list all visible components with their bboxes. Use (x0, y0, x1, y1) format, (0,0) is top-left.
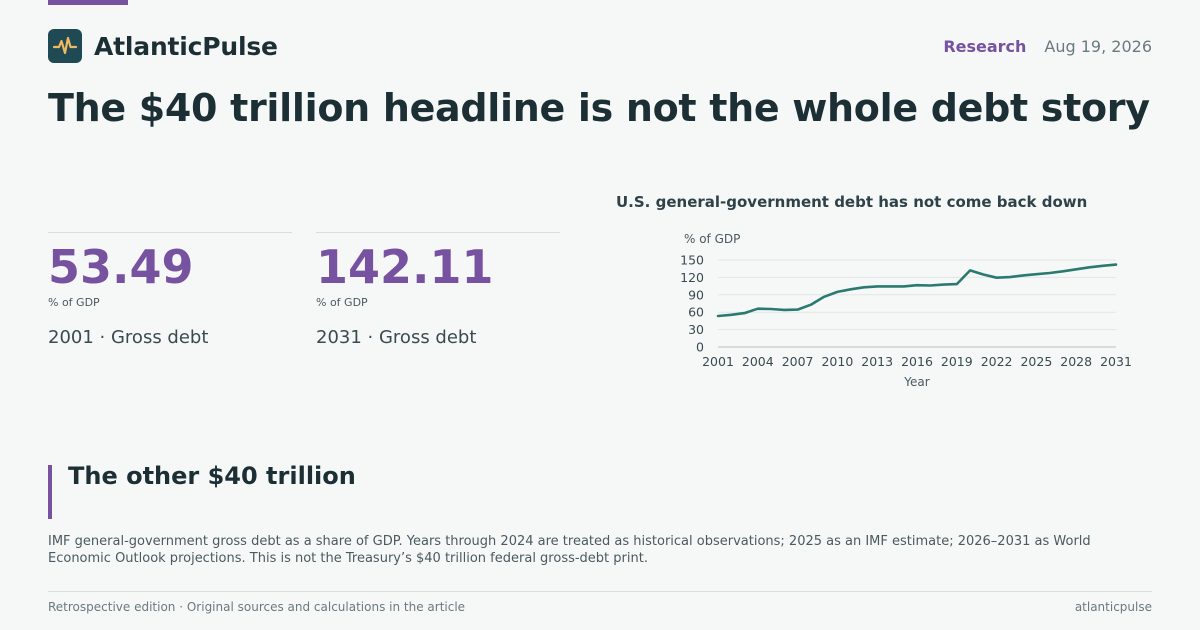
y-tick-label: 60 (688, 305, 704, 320)
brand-name: AtlanticPulse (94, 31, 278, 61)
x-tick-label: 2022 (981, 354, 1013, 369)
callout: The other $40 trillion (48, 462, 356, 519)
chart-title: U.S. general-government debt has not com… (616, 193, 1088, 211)
footer-note: Retrospective edition · Original sources… (48, 600, 466, 614)
footer-divider (48, 591, 1152, 592)
page-title: The $40 trillion headline is not the who… (48, 86, 1150, 130)
x-tick-label: 2031 (1100, 354, 1132, 369)
series-line (716, 263, 1118, 318)
footer-site-link[interactable]: atlanticpulse (1074, 600, 1152, 614)
x-tick-label: 2013 (861, 354, 893, 369)
debt-line-chart: % of GDP 0 30 60 90 120 150 2001 2004 2007 2010 201… (680, 232, 1132, 389)
stat-value: 53.49 (48, 240, 194, 294)
x-tick-label: 2025 (1020, 354, 1052, 369)
stat-card-2001: 53.49 % of GDP 2001 · Gross debt (48, 232, 292, 348)
callout-title: The other $40 trillion (68, 462, 356, 490)
y-tick-label: 30 (688, 322, 704, 337)
x-axis-label: Year (903, 375, 929, 389)
publish-date: Aug 19, 2026 (1044, 37, 1152, 56)
x-tick-label: 2010 (821, 354, 853, 369)
y-tick-label: 120 (680, 270, 704, 285)
section-link[interactable]: Research (943, 37, 1027, 56)
stat-card-2031: 142.11 % of GDP 2031 · Gross debt (316, 232, 560, 348)
stat-caption: 2001 · Gross debt (48, 327, 209, 348)
y-tick-label: 0 (696, 340, 704, 355)
brand[interactable]: AtlanticPulse (48, 29, 278, 63)
x-tick-label: 2019 (941, 354, 973, 369)
stat-caption: 2031 · Gross debt (316, 327, 477, 348)
stat-unit: % of GDP (316, 296, 368, 309)
x-tick-label: 2004 (742, 354, 774, 369)
methodology-note: IMF general-government gross debt as a s… (48, 534, 1091, 566)
y-tick-label: 90 (688, 287, 704, 302)
article-meta: Research Aug 19, 2026 (943, 37, 1152, 56)
x-tick-label: 2001 (702, 354, 734, 369)
y-tick-label: 150 (680, 253, 704, 268)
stat-unit: % of GDP (48, 296, 100, 309)
pulse-icon (48, 29, 82, 63)
stat-value: 142.11 (316, 240, 494, 294)
x-tick-label: 2007 (782, 354, 814, 369)
accent-bar (48, 0, 128, 5)
y-axis-label: % of GDP (684, 232, 740, 246)
x-tick-label: 2028 (1060, 354, 1092, 369)
x-tick-label: 2016 (901, 354, 933, 369)
